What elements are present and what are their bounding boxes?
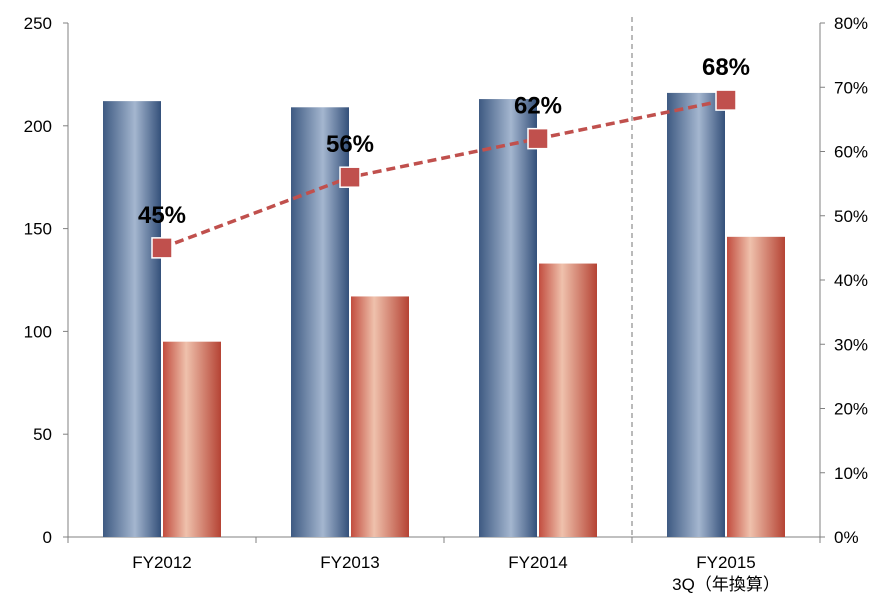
ratio-data-label: 45% [138,202,186,229]
right-tick-label: 60% [834,143,868,162]
right-tick-label: 80% [834,14,868,33]
bar-series-1 [479,99,537,538]
left-tick-label: 200 [24,117,52,136]
right-tick-label: 30% [834,335,868,354]
x-category-label: FY2015 [696,553,756,572]
ratio-data-label: 68% [702,54,750,81]
x-category-label: FY2013 [320,553,380,572]
bar-series-2 [163,341,221,537]
ratio-marker [527,127,549,150]
right-tick-label: 10% [834,464,868,483]
left-tick-label: 50 [33,425,52,444]
bar-series-2 [539,263,597,537]
right-tick-label: 20% [834,400,868,419]
bar-series-2 [727,236,785,537]
x-category-label: FY2012 [132,553,192,572]
right-tick-label: 0% [834,528,859,547]
ratio-data-label: 62% [514,93,562,120]
right-tick-label: 50% [834,207,868,226]
line-layer [151,89,737,259]
axes-layer: 0 50 100 150 200 250 0% 10% 20% 30% 40% 50% 60% 70% 80… [24,14,868,547]
bar-series-1 [103,101,161,538]
ratio-marker [715,89,737,111]
labels-layer: FY2012 FY2013 FY2014 FY2015 3Q（年換算） 45% 56% 62%… [132,54,780,594]
x-category-label: FY2014 [508,553,568,572]
right-tick-label: 70% [834,78,868,97]
left-tick-label: 150 [24,220,52,239]
ratio-data-label: 56% [326,131,374,158]
left-tick-label: 100 [24,322,52,341]
bar-series-1 [667,92,725,538]
left-tick-label: 250 [24,14,52,33]
ratio-marker [151,237,173,259]
x-category-sublabel: 3Q（年換算） [672,575,780,594]
ratio-line [161,98,727,250]
left-tick-label: 0 [43,528,52,547]
right-tick-label: 40% [834,271,868,290]
bar-series-2 [351,296,409,537]
ratio-marker [339,166,361,188]
